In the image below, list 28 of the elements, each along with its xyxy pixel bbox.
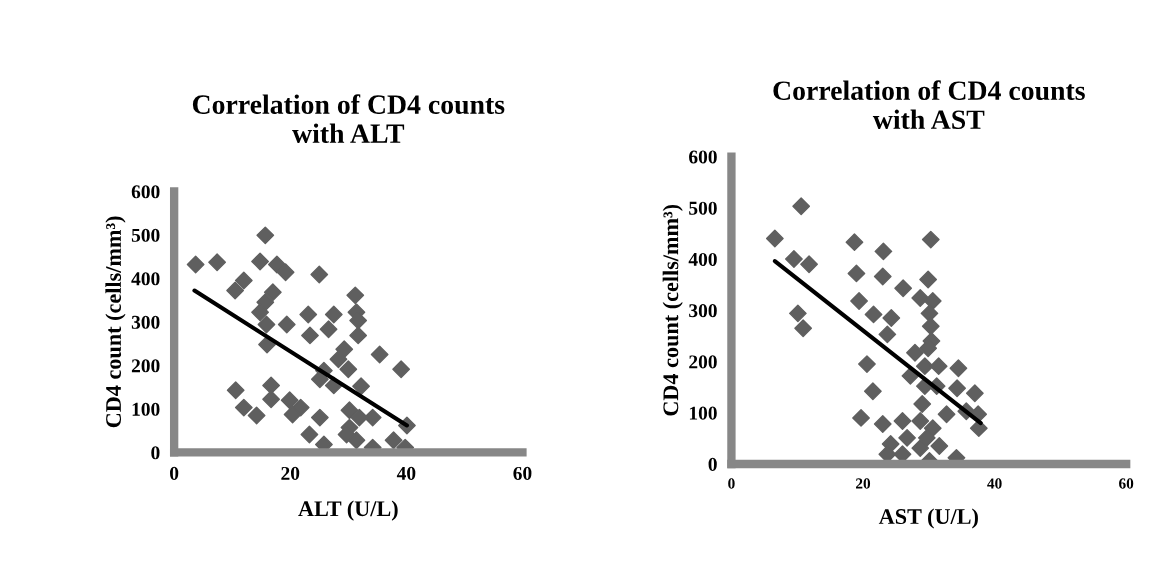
y-axis-title: CD4 count (cells/mm³) bbox=[105, 216, 126, 428]
y-tick-label: 200 bbox=[689, 355, 717, 369]
y-tick-label: 200 bbox=[131, 359, 160, 373]
x-tick-label: 40 bbox=[987, 478, 1002, 489]
y-tick-label: 600 bbox=[131, 185, 160, 199]
x-axis-title: ALT (U/L) bbox=[298, 500, 398, 521]
x-tick-label: 40 bbox=[396, 466, 416, 480]
y-tick-label: 400 bbox=[131, 272, 160, 286]
y-tick-label: 100 bbox=[132, 402, 160, 416]
x-tick-label: 60 bbox=[513, 466, 532, 480]
x-tick-label: 20 bbox=[281, 466, 300, 480]
x-tick-label: 0 bbox=[728, 478, 735, 489]
x-tick-label: 20 bbox=[856, 478, 871, 489]
y-axis-title: CD4 count (cells/mm³) bbox=[662, 204, 683, 416]
y-tick-label: 0 bbox=[708, 457, 717, 471]
x-axis-title: AST (U/L) bbox=[878, 508, 978, 529]
y-tick-label: 500 bbox=[689, 201, 717, 215]
chart-title: Correlation of CD4 counts with ALT bbox=[192, 94, 505, 144]
y-tick-label: 600 bbox=[689, 150, 717, 164]
y-tick-label: 500 bbox=[131, 228, 160, 242]
x-tick-label: 60 bbox=[1119, 478, 1134, 489]
y-tick-label: 100 bbox=[689, 406, 717, 420]
y-tick-label: 400 bbox=[688, 252, 717, 266]
y-tick-label: 300 bbox=[131, 315, 160, 329]
chart-title: Correlation of CD4 counts with AST bbox=[773, 80, 1085, 130]
x-tick-label: 0 bbox=[170, 466, 179, 480]
y-tick-label: 0 bbox=[151, 446, 160, 460]
y-tick-label: 300 bbox=[689, 304, 717, 318]
